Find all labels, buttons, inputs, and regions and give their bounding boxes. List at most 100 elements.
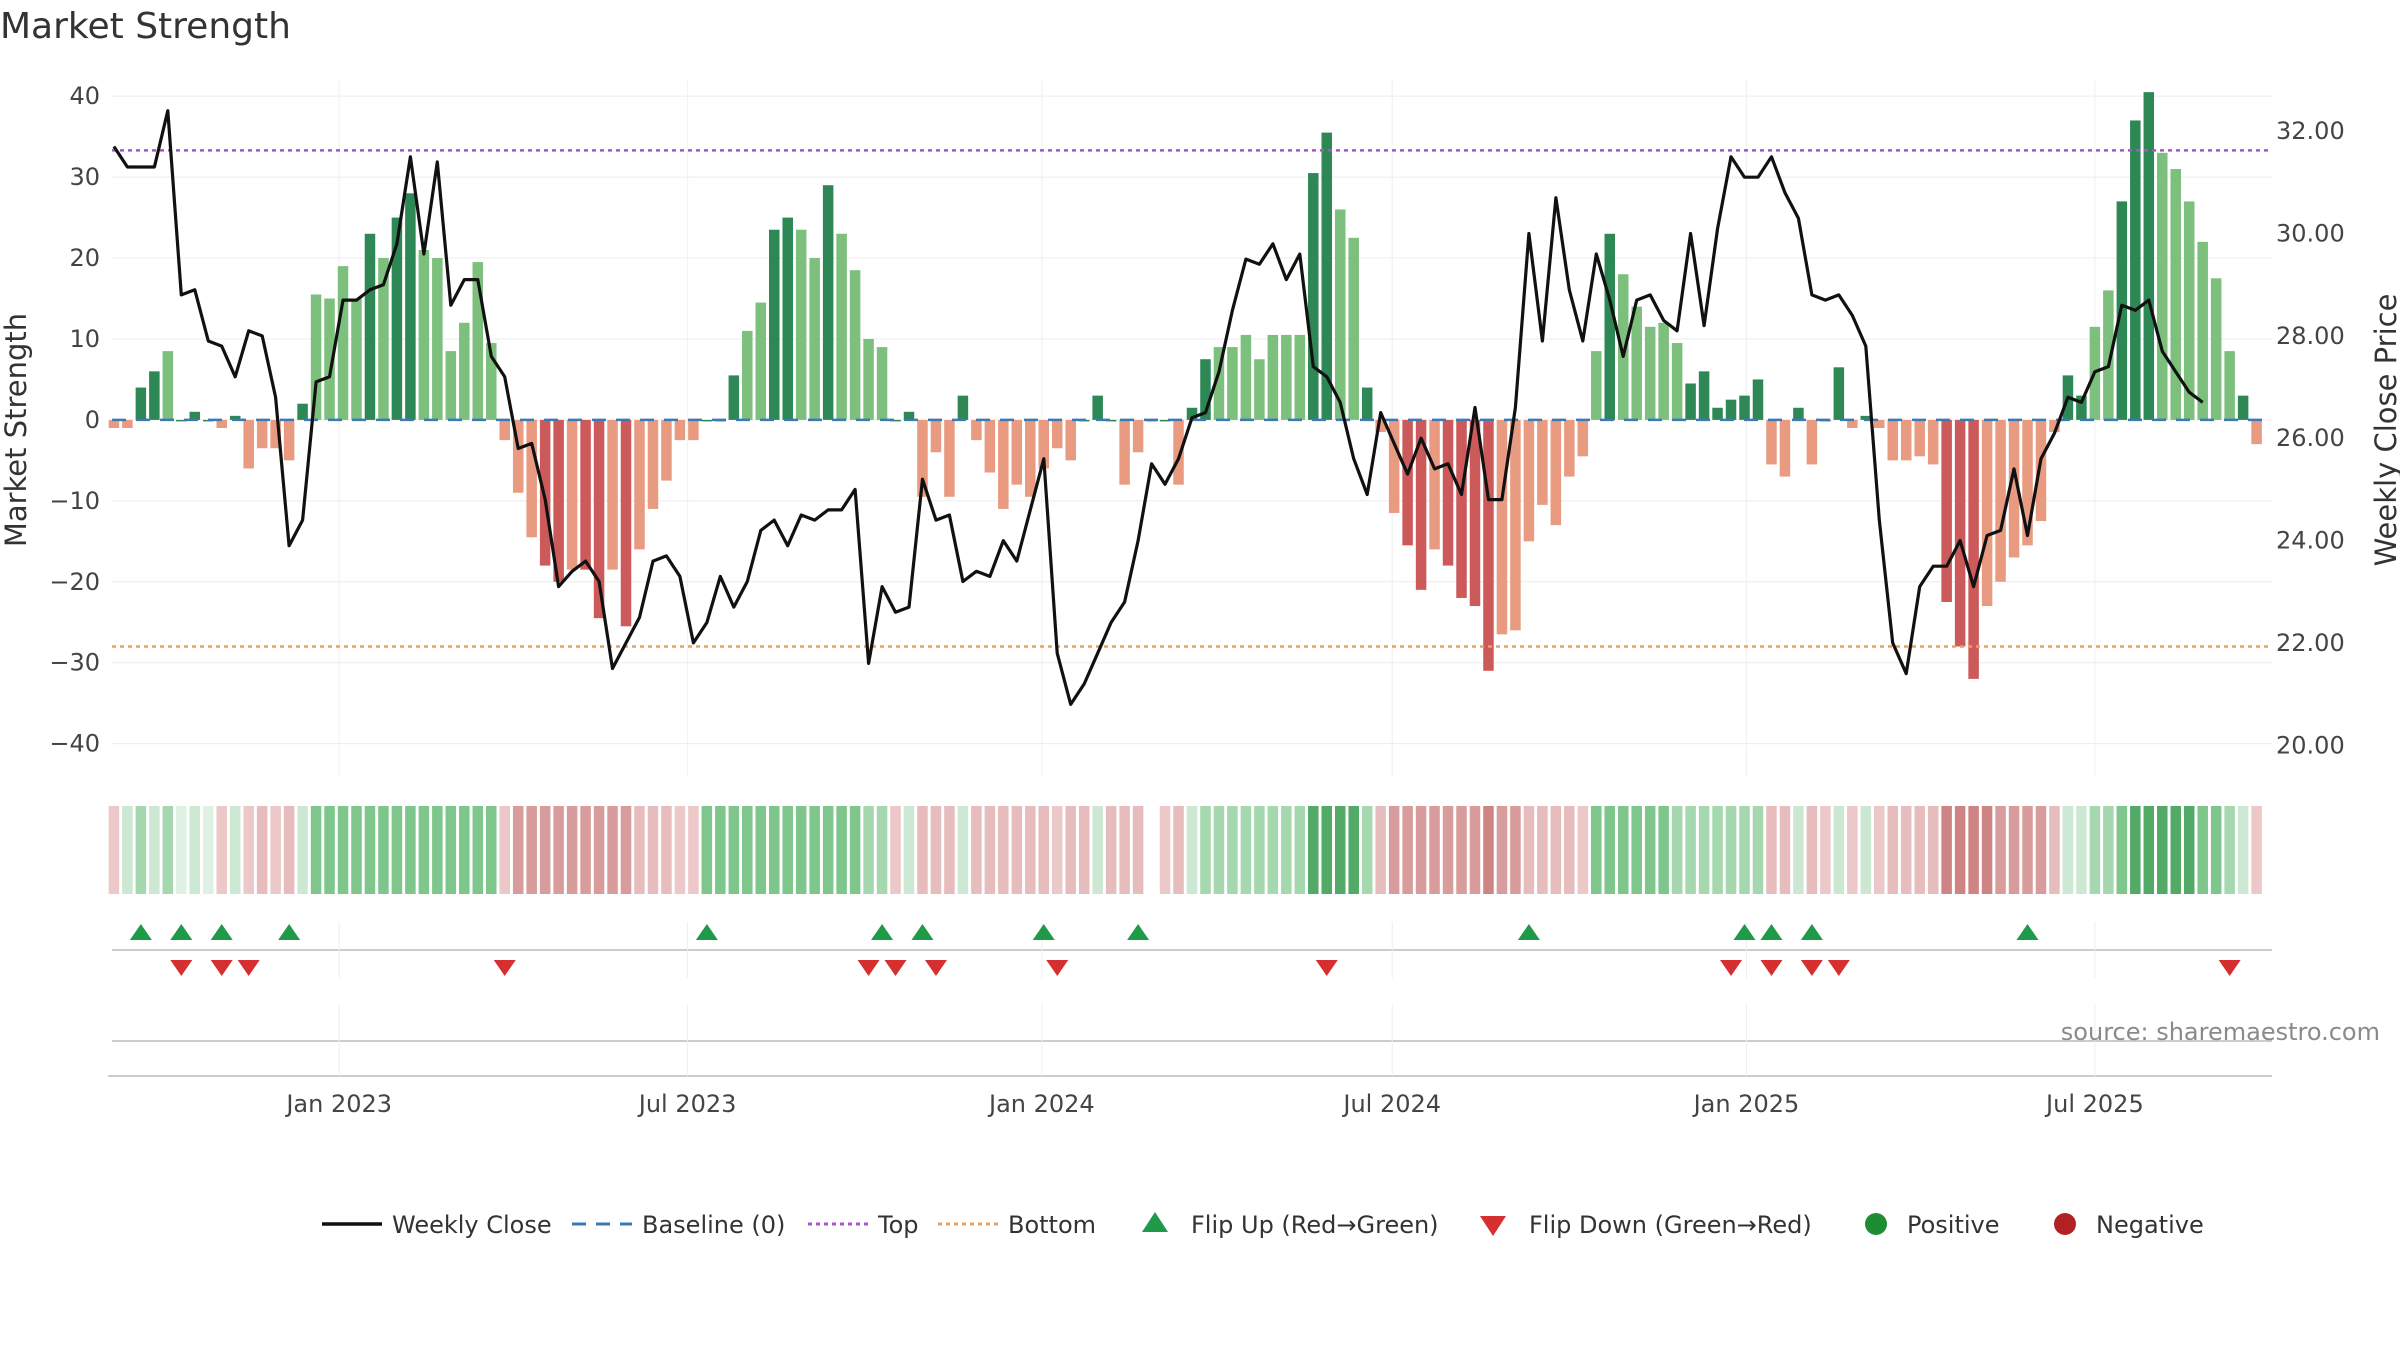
- strength-bar: [917, 419, 928, 497]
- regime-band: [1712, 806, 1723, 894]
- strength-bar: [701, 419, 713, 422]
- regime-band: [809, 806, 820, 894]
- strength-bar: [1658, 322, 1669, 420]
- strength-bar: [1577, 419, 1589, 457]
- regime-band: [1617, 806, 1629, 894]
- strength-bar: [1281, 334, 1292, 420]
- regime-band: [1752, 806, 1764, 894]
- strength-bar: [162, 351, 174, 420]
- y-axis-right-title: Weekly Close Price: [2369, 294, 2400, 567]
- strength-bar: [836, 233, 847, 420]
- strength-bar: [2076, 395, 2087, 420]
- regime-band: [1159, 806, 1171, 894]
- strength-bar: [782, 217, 793, 420]
- strength-bar: [971, 419, 982, 441]
- strength-bar: [647, 419, 659, 509]
- y-tick-label: 10: [69, 325, 100, 353]
- y2-tick-label: 28.00: [2276, 322, 2345, 350]
- regime-band: [2143, 806, 2155, 894]
- strength-bar: [903, 411, 915, 420]
- y-tick-label: −30: [49, 649, 100, 677]
- y-tick-label: −20: [49, 568, 100, 596]
- legend-triangle-down: [1480, 1216, 1506, 1236]
- y2-tick-label: 26.00: [2276, 424, 2345, 452]
- regime-band: [283, 806, 295, 894]
- regime-band: [1294, 806, 1306, 894]
- strength-bar: [1038, 419, 1050, 469]
- strength-bar: [1644, 326, 1656, 420]
- regime-band: [1456, 806, 1467, 894]
- regime-band: [1051, 806, 1063, 894]
- regime-band: [836, 806, 847, 894]
- regime-band: [634, 806, 645, 894]
- regime-band: [1321, 806, 1333, 894]
- regime-band: [688, 806, 699, 894]
- regime-band: [1644, 806, 1656, 894]
- strength-bar: [351, 298, 362, 420]
- regime-band: [2076, 806, 2087, 894]
- regime-band: [1254, 806, 1265, 894]
- strength-bar: [108, 419, 120, 428]
- strength-bar: [1159, 419, 1171, 422]
- regime-band: [1388, 806, 1400, 894]
- regime-band: [378, 806, 389, 894]
- regime-band: [1604, 806, 1616, 894]
- strength-bar: [661, 419, 672, 481]
- strength-bar: [1429, 419, 1440, 550]
- strength-bar: [768, 229, 780, 420]
- flip-up-marker: [278, 924, 301, 940]
- strength-bar: [1254, 359, 1265, 420]
- regime-band: [351, 806, 362, 894]
- strength-bar: [364, 233, 376, 420]
- regime-band: [1375, 806, 1386, 894]
- strength-bar: [1847, 419, 1858, 428]
- strength-bar: [674, 419, 686, 441]
- strength-bar: [2035, 419, 2047, 522]
- strength-bar: [593, 419, 605, 619]
- regime-band: [2022, 806, 2033, 894]
- regime-band: [2170, 806, 2181, 894]
- regime-band: [256, 806, 268, 894]
- regime-band: [2183, 806, 2195, 894]
- regime-band: [849, 806, 861, 894]
- strength-bar: [1887, 419, 1899, 461]
- regime-band: [2008, 806, 2020, 894]
- strength-bar: [620, 419, 632, 627]
- regime-band: [1429, 806, 1440, 894]
- regime-band: [1725, 806, 1737, 894]
- strength-bar: [1240, 334, 1252, 420]
- strength-bar: [809, 258, 820, 420]
- regime-band: [1240, 806, 1252, 894]
- strength-bar: [822, 185, 834, 420]
- regime-band: [1698, 806, 1710, 894]
- legend-label: Bottom: [1008, 1211, 1096, 1239]
- strength-bar: [944, 419, 955, 497]
- strength-bar: [1388, 419, 1400, 513]
- strength-bar: [1213, 347, 1225, 420]
- strength-bar: [1779, 419, 1791, 477]
- strength-bar: [189, 411, 201, 420]
- strength-bar: [1051, 419, 1063, 449]
- regime-band: [1591, 806, 1602, 894]
- flip-up-marker: [871, 924, 894, 940]
- strength-bar: [1510, 419, 1521, 631]
- strength-bar: [337, 266, 349, 420]
- strength-bar: [1550, 419, 1562, 526]
- y2-tick-label: 22.00: [2276, 629, 2345, 657]
- strength-bar: [1968, 419, 1979, 679]
- strength-bar: [863, 338, 874, 420]
- regime-band: [162, 806, 174, 894]
- strength-bar: [499, 419, 510, 441]
- regime-band: [1631, 806, 1642, 894]
- y-axis-left-ticks: 40 30 20 10 0 −10 −20 −30 −40: [49, 82, 100, 757]
- regime-band: [1685, 806, 1696, 894]
- flip-up-marker: [1127, 924, 1150, 940]
- legend: Weekly Close Baseline (0) Top Bottom Flip Up…: [322, 1211, 2204, 1239]
- strength-bar: [1469, 419, 1481, 607]
- strength-bar: [1496, 419, 1508, 635]
- regime-band: [203, 806, 214, 894]
- strength-bar: [243, 419, 254, 469]
- strength-bar: [580, 419, 591, 570]
- regime-band: [405, 806, 416, 894]
- strength-bar: [310, 294, 322, 420]
